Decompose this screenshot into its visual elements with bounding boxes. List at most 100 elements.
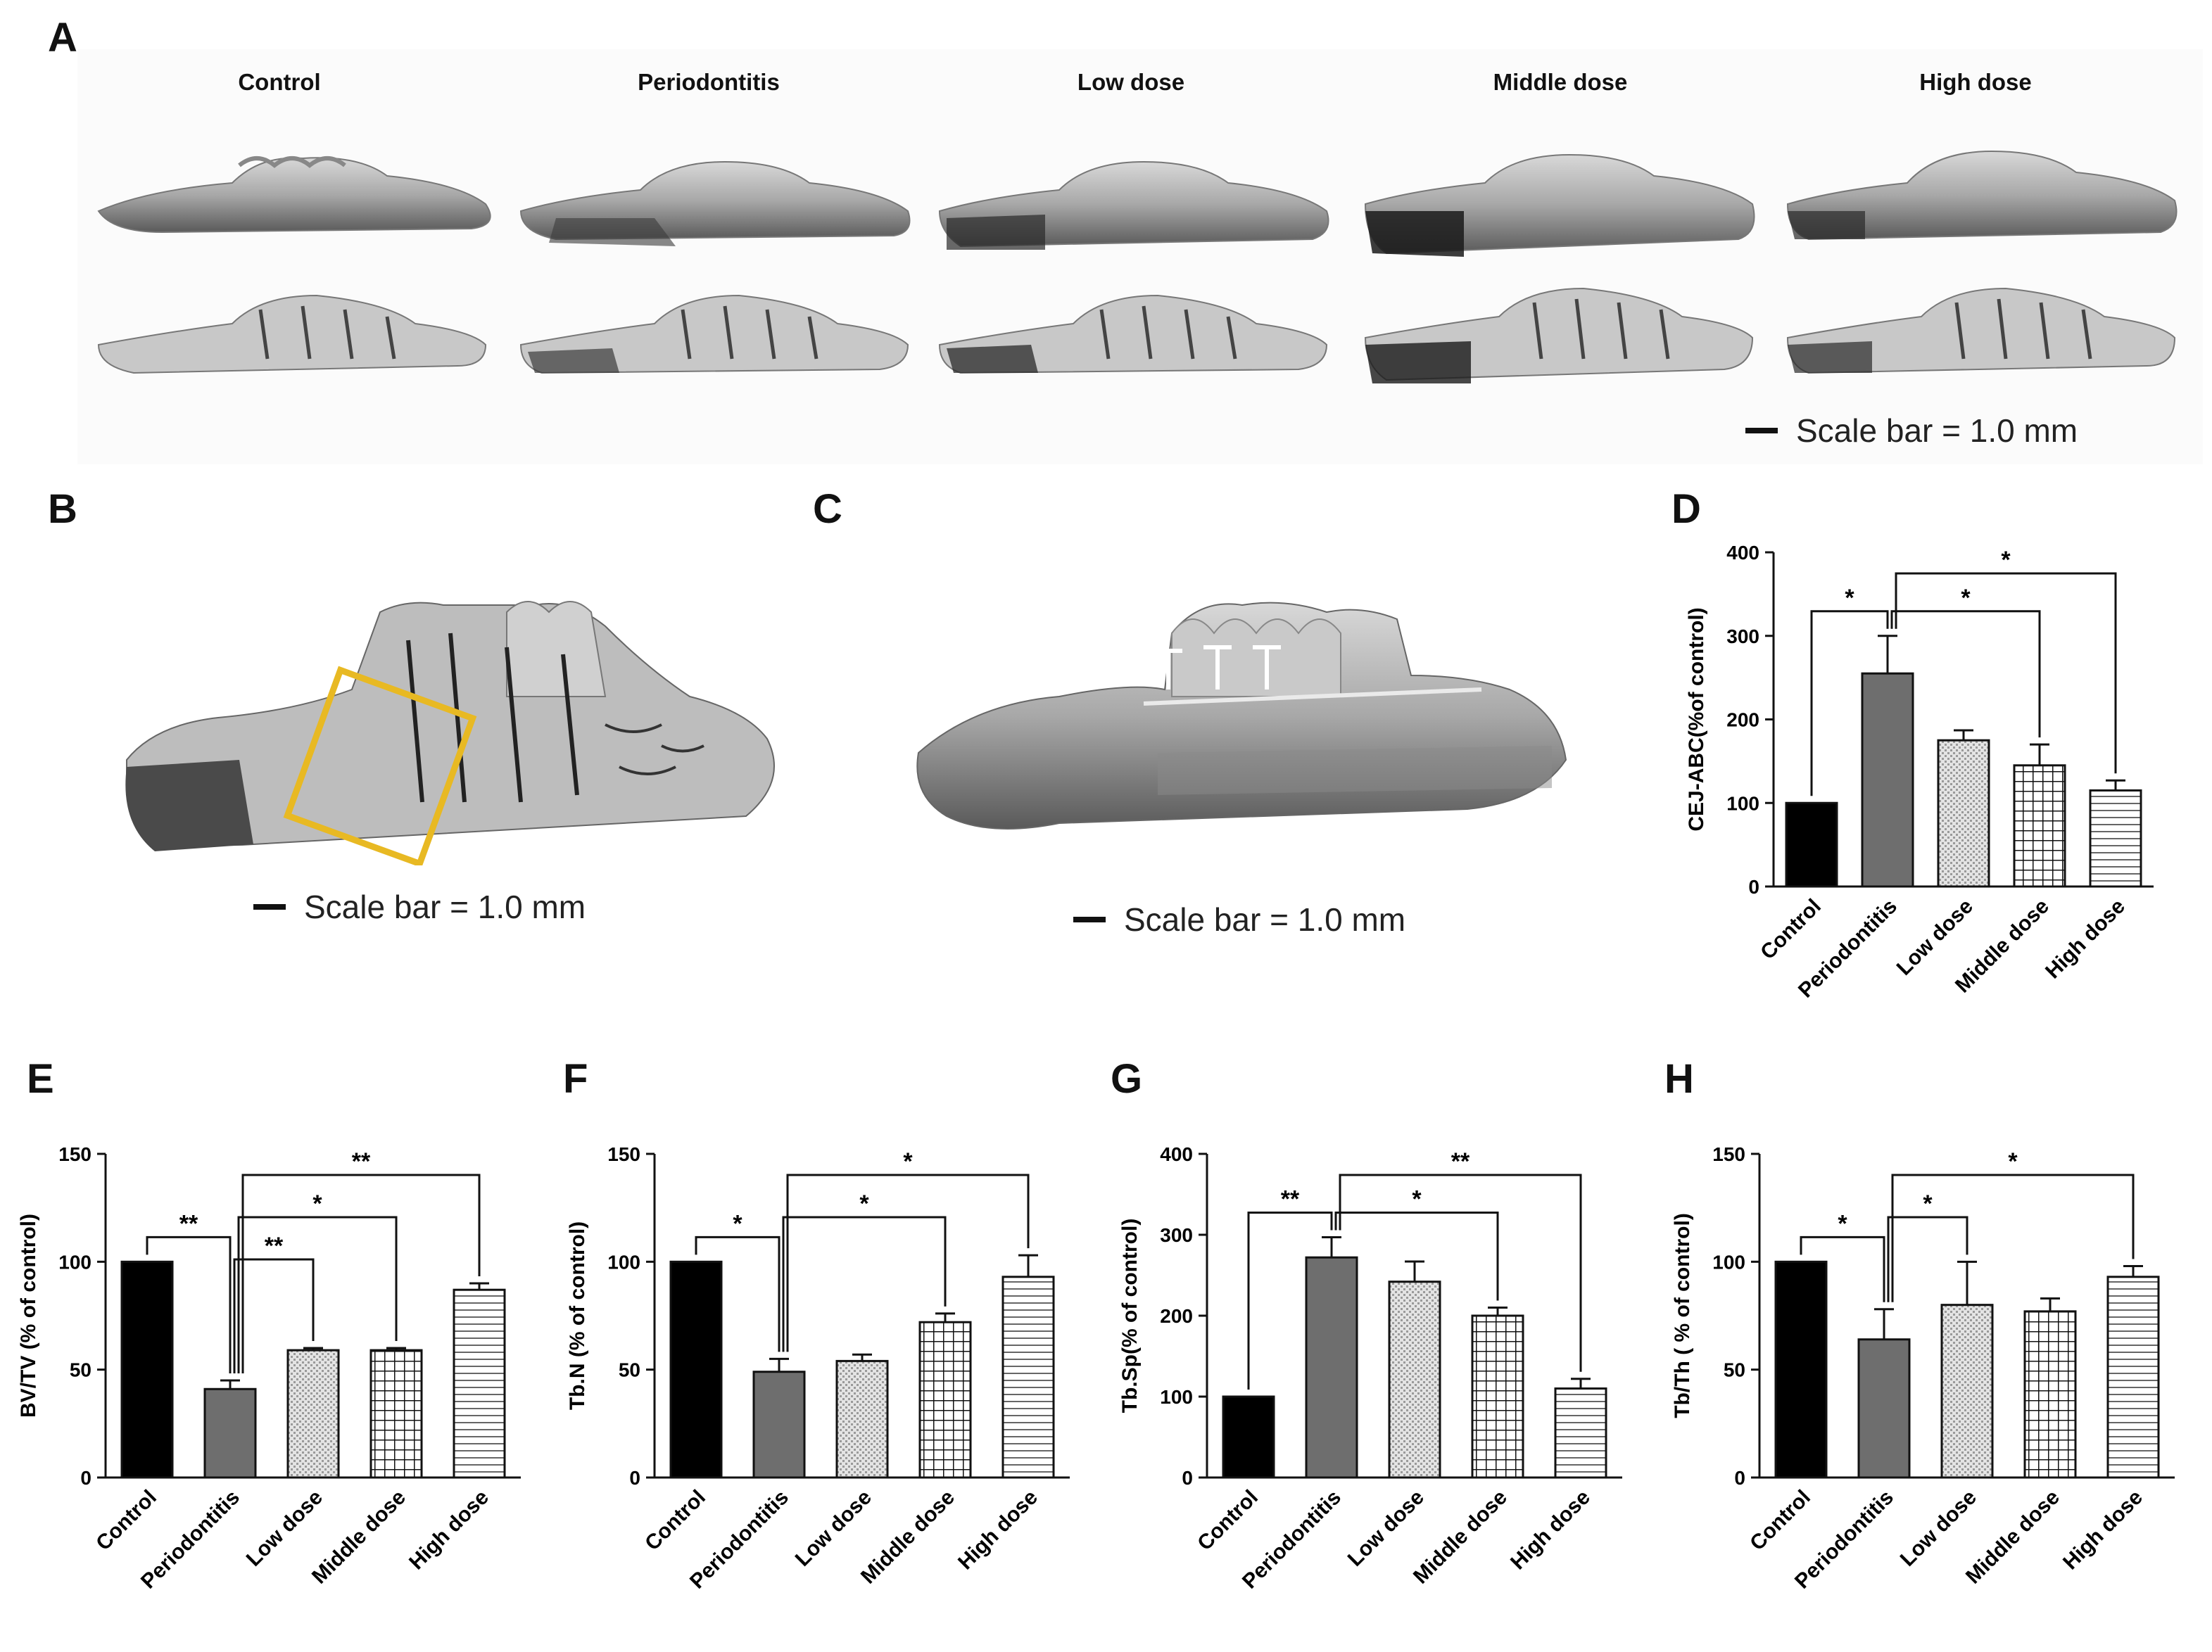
y-axis-label: Tb.N (% of control) <box>566 1221 589 1410</box>
y-tick-label: 100 <box>1160 1386 1193 1408</box>
bar-1 <box>203 1387 257 1479</box>
y-tick-label: 100 <box>1712 1251 1745 1273</box>
x-tick-label: Low dose <box>791 1486 876 1571</box>
x-tick-label: Low dose <box>1896 1486 1981 1571</box>
scale-bar-line <box>1073 917 1106 922</box>
bar-2 <box>1937 739 1990 888</box>
bar-3 <box>918 1321 972 1479</box>
x-tick-label: Control <box>1756 895 1826 965</box>
y-tick-label: 50 <box>70 1359 91 1381</box>
panel-label-g: G <box>1111 1056 1143 1102</box>
y-tick-label: 200 <box>1726 709 1759 731</box>
bar-3 <box>2023 1310 2077 1479</box>
significance-label: * <box>312 1190 322 1217</box>
x-tick-label: High dose <box>405 1486 493 1575</box>
significance-label: * <box>1838 1210 1847 1237</box>
bar-1 <box>752 1371 806 1479</box>
panel-b-bone-image <box>125 601 775 865</box>
bar-2 <box>835 1359 889 1479</box>
group-label-control: Control <box>238 69 321 95</box>
group-label-periodontitis: Periodontitis <box>638 69 780 95</box>
significance-label: ** <box>1451 1148 1470 1175</box>
y-tick-label: 0 <box>80 1467 91 1489</box>
significance-label: * <box>859 1190 869 1217</box>
significance-label: ** <box>352 1148 371 1175</box>
significance-bracket <box>1334 1211 1499 1301</box>
significance-label: * <box>1412 1186 1422 1212</box>
y-axis-label: Tb.Sp(% of control) <box>1118 1219 1142 1413</box>
x-tick-label: Low dose <box>242 1486 327 1571</box>
panel-a-background <box>77 49 2203 464</box>
chart-d-cej-abc: 0 100 200 300 400 CEJ-ABC(%of control) Control… <box>1685 542 2154 1003</box>
significance-bracket <box>1247 1211 1333 1390</box>
scale-bar-c: Scale bar = 1.0 mm <box>1073 901 1405 939</box>
bar-1 <box>1857 1338 1911 1479</box>
significance-bracket <box>1810 610 1889 796</box>
significance-bracket <box>237 1216 398 1373</box>
x-tick-label: Control <box>1193 1486 1263 1556</box>
roi-box <box>283 666 477 865</box>
scale-bar-line <box>1745 428 1778 433</box>
significance-bracket <box>782 1216 947 1352</box>
bar-2 <box>1388 1281 1441 1479</box>
bone-row-top <box>97 150 2178 257</box>
bar-2 <box>286 1349 340 1479</box>
scale-bar-b: Scale bar = 1.0 mm <box>253 888 586 926</box>
y-tick-label: 0 <box>1734 1467 1745 1489</box>
significance-label: ** <box>1281 1186 1300 1212</box>
y-tick-label: 0 <box>629 1467 640 1489</box>
group-label-high-dose: High dose <box>1919 69 2032 95</box>
y-tick-label: 100 <box>58 1251 91 1273</box>
bar-0 <box>1774 1260 1828 1479</box>
bar-2 <box>1940 1304 1994 1479</box>
panel-label-c: C <box>813 486 842 532</box>
panel-label-a: A <box>48 15 77 61</box>
bar-0 <box>1222 1395 1275 1479</box>
significance-label: ** <box>179 1210 198 1237</box>
y-axis-label: Tb/Th ( % of control) <box>1671 1213 1694 1418</box>
bar-1 <box>1305 1256 1358 1479</box>
significance-bracket <box>695 1235 780 1352</box>
y-tick-label: 50 <box>619 1359 640 1381</box>
bar-4 <box>2089 789 2142 888</box>
x-tick-label: High dose <box>954 1486 1042 1575</box>
x-tick-label: High dose <box>1506 1486 1595 1575</box>
bar-3 <box>1471 1314 1524 1479</box>
x-tick-label: High dose <box>2041 895 2130 984</box>
panel-label-e: E <box>27 1056 54 1102</box>
panel-label-h: H <box>1664 1056 1694 1102</box>
x-tick-label: Control <box>640 1486 710 1556</box>
y-tick-label: 100 <box>1726 792 1759 814</box>
significance-bracket <box>1339 1174 1582 1372</box>
bar-4 <box>453 1288 506 1479</box>
significance-label: * <box>2001 547 2011 573</box>
y-tick-label: 0 <box>1748 876 1759 898</box>
y-tick-label: 150 <box>607 1143 640 1165</box>
y-tick-label: 200 <box>1160 1305 1193 1327</box>
y-axis-label: BV/TV (% of control) <box>17 1214 40 1418</box>
y-tick-label: 400 <box>1160 1143 1193 1165</box>
significance-bracket <box>1895 572 2117 774</box>
y-tick-label: 300 <box>1160 1224 1193 1246</box>
scale-bar-text: Scale bar = 1.0 mm <box>1124 901 1406 938</box>
significance-label: * <box>1961 585 1971 611</box>
x-tick-label: Control <box>91 1486 161 1556</box>
panel-a-bone-images <box>97 150 2178 383</box>
bar-0 <box>669 1260 723 1479</box>
significance-bracket <box>1887 1216 1968 1302</box>
bar-4 <box>1001 1276 1055 1479</box>
cej-abc-markers <box>1154 645 1281 690</box>
significance-bracket <box>241 1174 481 1373</box>
panel-c-bone-image <box>916 602 1567 830</box>
y-tick-label: 400 <box>1726 542 1759 564</box>
x-tick-label: Low dose <box>1344 1486 1429 1571</box>
significance-label: ** <box>265 1233 284 1259</box>
bar-0 <box>1785 801 1838 888</box>
y-tick-label: 300 <box>1726 625 1759 647</box>
y-tick-label: 100 <box>607 1251 640 1273</box>
x-tick-label: High dose <box>2059 1486 2147 1575</box>
x-tick-label: Control <box>1745 1486 1815 1556</box>
significance-bracket <box>786 1174 1030 1352</box>
